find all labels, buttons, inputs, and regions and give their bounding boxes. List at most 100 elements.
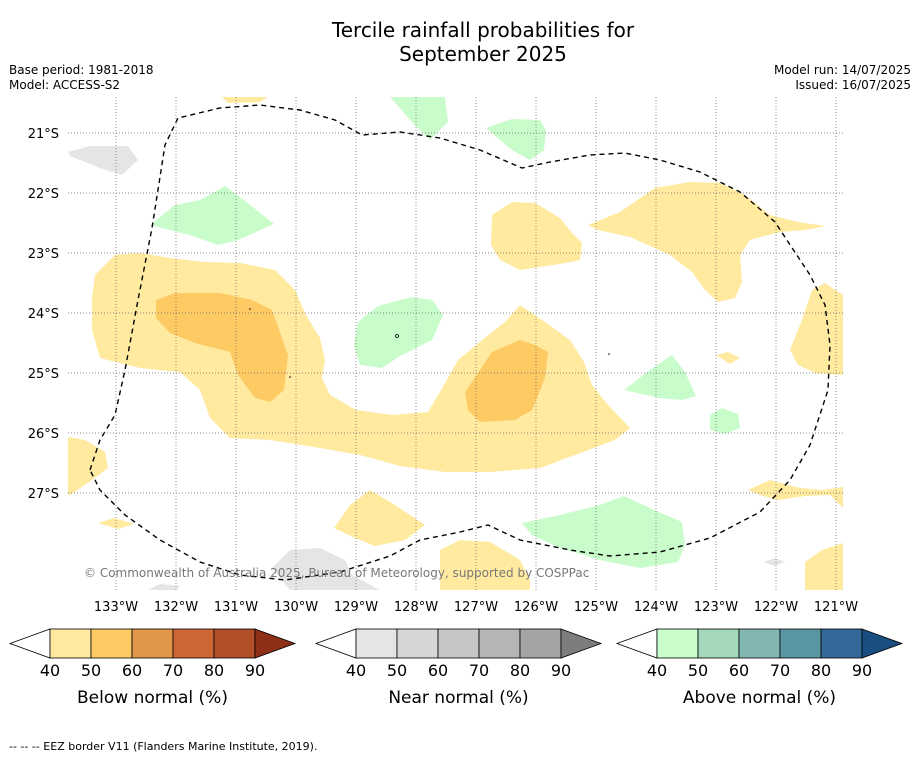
title-line-1: Tercile rainfall probabilities for	[331, 18, 635, 42]
colorbar-tick: 80	[811, 661, 831, 680]
above-normal-region	[522, 496, 685, 568]
lon-label: 127°W	[454, 600, 498, 615]
colorbar-tick: 60	[729, 661, 749, 680]
colorbar: 40 50 60 70 80 90 Below normal (%)	[8, 628, 297, 708]
lon-label: 126°W	[514, 600, 558, 615]
lat-label: 23°S	[28, 247, 59, 262]
colorbar-tick: 40	[40, 661, 60, 680]
below-normal-region	[588, 182, 826, 302]
colorbar-tick: 60	[122, 661, 142, 680]
colorbar-swatch	[396, 628, 439, 659]
lat-label: 21°S	[28, 127, 59, 142]
colorbar-max-extend	[254, 628, 297, 659]
colorbar-tick: 60	[428, 661, 448, 680]
below-normal-region	[716, 352, 740, 364]
latitude-labels: 21°S 22°S 23°S 24°S 25°S 26°S 27°S	[28, 127, 59, 502]
colorbar-swatch	[131, 628, 174, 659]
colorbar-label: Below normal (%)	[77, 688, 228, 708]
map-figure: 21°S 22°S 23°S 24°S 25°S 26°S 27°S 133°W…	[8, 97, 904, 708]
near-normal-region	[148, 584, 180, 590]
copyright-notice: © Commonwealth of Australia 2025, Bureau…	[84, 566, 589, 580]
lon-label: 121°W	[814, 600, 858, 615]
island-mark	[608, 353, 610, 355]
below-normal-region	[334, 490, 425, 546]
near-normal-region	[68, 146, 138, 175]
island-mark	[249, 308, 251, 310]
colorbar-tick: 50	[81, 661, 101, 680]
lon-label: 122°W	[754, 600, 798, 615]
title-line-2: September 2025	[399, 42, 567, 66]
lat-label: 24°S	[28, 307, 59, 322]
colorbar-swatch	[49, 628, 92, 659]
colorbar-tick: 40	[346, 661, 366, 680]
colorbar-tick: 50	[387, 661, 407, 680]
lon-label: 125°W	[574, 600, 618, 615]
map-title: Tercile rainfall probabilities for Septe…	[0, 18, 919, 66]
colorbar-swatch	[519, 628, 562, 659]
lon-label: 130°W	[274, 600, 318, 615]
colorbar-label: Above normal (%)	[683, 688, 836, 708]
colorbar-swatch	[437, 628, 480, 659]
longitude-labels: 133°W 132°W 131°W 130°W 129°W 128°W 127°…	[94, 600, 858, 615]
above-normal-region	[390, 97, 448, 140]
below-normal-region	[156, 293, 288, 402]
colorbar: 40 50 60 70 80 90 Above normal (%)	[615, 628, 904, 708]
eez-border	[89, 104, 831, 581]
below-normal-region	[748, 480, 843, 508]
base-period: Base period: 1981-2018	[9, 63, 154, 77]
below-normal-region	[68, 437, 108, 495]
meta-left: Base period: 1981-2018 Model: ACCESS-S2	[9, 63, 154, 93]
lat-label: 22°S	[28, 187, 59, 202]
colorbar-label: Near normal (%)	[388, 688, 528, 708]
colorbar-min-extend	[8, 628, 51, 659]
lon-label: 133°W	[94, 600, 138, 615]
below-normal-region	[222, 97, 268, 103]
above-normal-region	[486, 119, 546, 160]
below-normal-region	[790, 283, 843, 375]
near-normal-region	[272, 548, 380, 590]
colorbar-min-extend	[615, 628, 658, 659]
colorbar-tick: 90	[245, 661, 265, 680]
colorbar-swatch	[820, 628, 863, 659]
colorbar-tick: 70	[469, 661, 489, 680]
colorbar: 40 50 60 70 80 90 Near normal (%)	[314, 628, 603, 708]
colorbar-tick: 80	[204, 661, 224, 680]
below-normal-region	[440, 540, 530, 590]
lat-label: 27°S	[28, 487, 59, 502]
colorbar-swatch	[738, 628, 781, 659]
colorbar-tick: 70	[770, 661, 790, 680]
below-normal-region	[805, 543, 843, 590]
lon-label: 128°W	[394, 600, 438, 615]
above-normal-region	[710, 408, 740, 434]
colorbar-swatch	[172, 628, 215, 659]
issued-date: Issued: 16/07/2025	[795, 78, 911, 92]
colorbar-tick: 90	[551, 661, 571, 680]
above-normal-region	[354, 297, 443, 368]
colorbar-max-extend	[861, 628, 904, 659]
lon-label: 132°W	[154, 600, 198, 615]
near-normal-region	[764, 558, 785, 566]
colorbar-tick: 80	[510, 661, 530, 680]
model-name: Model: ACCESS-S2	[9, 78, 121, 92]
island-mark	[289, 376, 291, 378]
model-run: Model run: 14/07/2025	[773, 63, 911, 77]
lon-label: 123°W	[694, 600, 738, 615]
below-normal-region	[465, 340, 548, 422]
lon-label: 124°W	[634, 600, 678, 615]
colorbar-min-extend	[314, 628, 357, 659]
colorbar-tick: 90	[852, 661, 872, 680]
colorbar-swatch	[478, 628, 521, 659]
below-normal-region	[491, 202, 582, 270]
lat-label: 25°S	[28, 367, 59, 382]
colorbar-swatch	[90, 628, 133, 659]
colorbar-tick: 50	[688, 661, 708, 680]
lat-label: 26°S	[28, 427, 59, 442]
colorbar-swatch	[697, 628, 740, 659]
colorbar-tick: 70	[163, 661, 183, 680]
above-normal-region	[624, 355, 696, 400]
above-normal-region	[150, 186, 274, 245]
colorbar-swatch	[213, 628, 256, 659]
map-plot-area	[68, 97, 843, 590]
meta-right: Model run: 14/07/2025 Issued: 16/07/2025	[774, 63, 911, 93]
island-mark	[395, 334, 399, 338]
